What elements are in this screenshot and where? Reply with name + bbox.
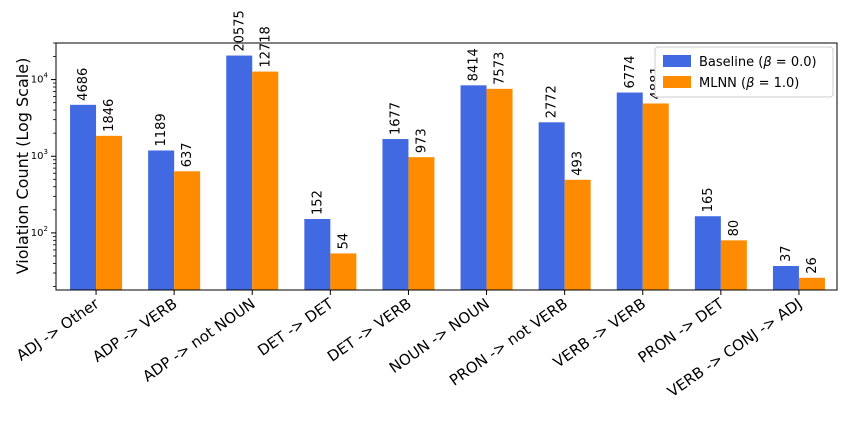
legend: Baseline (β = 0.0) MLNN (β = 1.0)	[654, 46, 834, 98]
y-tick-label: 104	[31, 72, 49, 86]
data-label: 37	[779, 245, 794, 262]
bar-mlnn	[720, 240, 747, 290]
bar-mlnn	[174, 171, 201, 290]
data-label: 8414	[467, 48, 482, 81]
data-label: 1189	[154, 113, 169, 146]
data-label: 1677	[388, 102, 403, 135]
bar-baseline	[616, 92, 643, 290]
data-labels: 4686 1846 1189 637 20575 12718 152 54 1677 973 841…	[76, 10, 820, 274]
bar-mlnn	[330, 253, 357, 290]
data-label: 20575	[232, 10, 247, 51]
data-label: 12718	[258, 26, 273, 67]
legend-label: Baseline (β = 0.0)	[699, 55, 817, 70]
data-label: 1846	[102, 99, 117, 132]
bar-baseline	[694, 216, 721, 290]
data-label: 152	[310, 190, 325, 215]
data-label: 165	[701, 187, 716, 212]
y-axis-label: Violation Count (Log Scale)	[13, 58, 32, 275]
data-label: 493	[571, 151, 586, 176]
legend-box	[654, 46, 834, 98]
y-tick-label: 103	[31, 148, 48, 162]
bar-mlnn	[486, 88, 513, 290]
bar-mlnn	[252, 71, 279, 291]
data-label: 973	[414, 128, 429, 153]
data-label: 80	[727, 220, 742, 237]
bar-mlnn	[564, 179, 591, 290]
x-tick-label: VERB -> CONJ -> ADJ	[664, 295, 805, 401]
plot-frame	[55, 42, 838, 291]
data-label: 54	[336, 233, 351, 250]
bar-mlnn	[408, 157, 435, 290]
bar-mlnn	[798, 277, 825, 290]
bar-mlnn	[642, 103, 669, 291]
data-label: 26	[805, 257, 820, 274]
bar-baseline	[304, 218, 331, 290]
y-axis: 102 103 104	[31, 72, 56, 239]
data-label: 7573	[493, 52, 508, 85]
legend-swatch	[663, 55, 691, 67]
legend-label: MLNN (β = 1.0)	[699, 76, 799, 91]
bar-mlnn	[96, 135, 123, 290]
data-label: 4686	[76, 68, 91, 101]
bar-baseline	[460, 85, 487, 290]
bar-baseline	[538, 122, 565, 291]
bar-baseline	[382, 139, 409, 290]
y-tick-label: 102	[31, 225, 48, 239]
data-label: 6774	[623, 55, 638, 88]
data-label: 637	[180, 142, 195, 167]
bar-baseline	[148, 150, 175, 290]
bars	[70, 55, 825, 291]
x-tick-label: ADJ -> Other	[13, 294, 103, 364]
legend-swatch	[663, 76, 691, 88]
bar-baseline	[226, 55, 253, 290]
data-label: 2772	[545, 85, 560, 118]
bar-baseline	[70, 104, 97, 291]
bar-baseline	[772, 266, 799, 290]
